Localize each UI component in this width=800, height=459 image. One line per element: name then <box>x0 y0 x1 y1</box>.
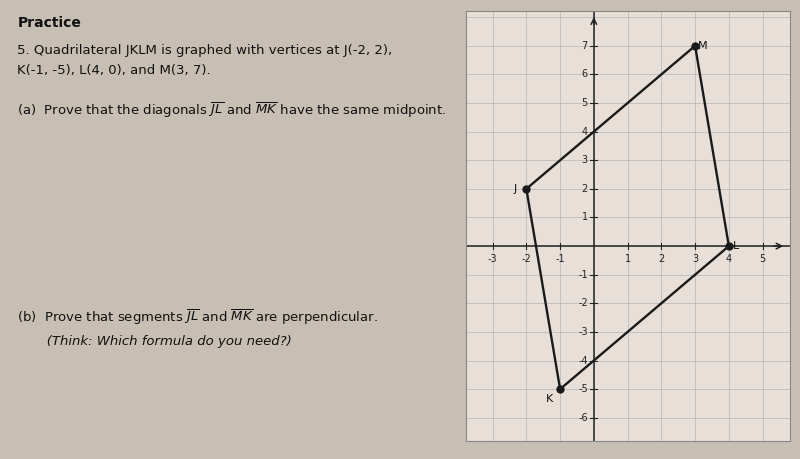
Text: -3: -3 <box>578 327 588 337</box>
Text: Practice: Practice <box>18 16 82 30</box>
Text: -3: -3 <box>488 254 498 264</box>
Text: 1: 1 <box>582 213 588 223</box>
Text: -4: -4 <box>578 356 588 365</box>
Text: K(-1, -5), L(4, 0), and M(3, 7).: K(-1, -5), L(4, 0), and M(3, 7). <box>18 64 211 77</box>
Text: 5: 5 <box>582 98 588 108</box>
Text: 2: 2 <box>582 184 588 194</box>
Text: -5: -5 <box>578 384 588 394</box>
Text: (b)  Prove that segments $\overline{JL}$ and $\overline{MK}$ are perpendicular.: (b) Prove that segments $\overline{JL}$ … <box>18 308 378 327</box>
Text: M: M <box>698 41 707 51</box>
Text: 4: 4 <box>582 127 588 137</box>
Text: 7: 7 <box>582 41 588 51</box>
Text: (a)  Prove that the diagonals $\overline{JL}$ and $\overline{MK}$ have the same : (a) Prove that the diagonals $\overline{… <box>18 101 446 120</box>
Text: 6: 6 <box>582 69 588 79</box>
Text: J: J <box>514 184 517 194</box>
Text: -2: -2 <box>522 254 531 264</box>
Text: L: L <box>733 241 739 251</box>
Text: 4: 4 <box>726 254 732 264</box>
Text: -6: -6 <box>578 413 588 423</box>
Text: -1: -1 <box>578 270 588 280</box>
Text: (Think: Which formula do you need?): (Think: Which formula do you need?) <box>18 335 292 348</box>
Text: -1: -1 <box>555 254 565 264</box>
Text: K: K <box>546 394 553 404</box>
Text: 5: 5 <box>759 254 766 264</box>
Text: 3: 3 <box>582 155 588 165</box>
Text: -2: -2 <box>578 298 588 308</box>
Text: 1: 1 <box>625 254 630 264</box>
Text: 2: 2 <box>658 254 665 264</box>
Text: 5. Quadrilateral JKLM is graphed with vertices at J(-2, 2),: 5. Quadrilateral JKLM is graphed with ve… <box>18 44 393 56</box>
Text: 3: 3 <box>692 254 698 264</box>
